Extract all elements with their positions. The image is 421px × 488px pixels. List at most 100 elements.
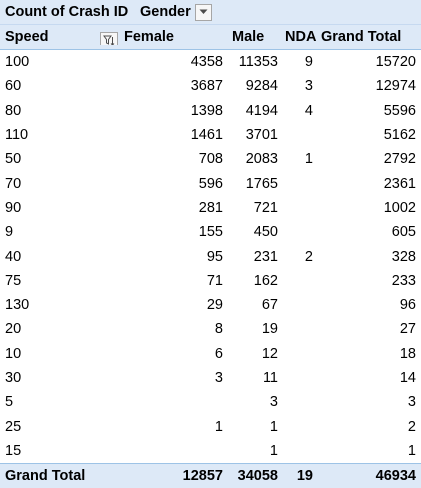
speed-cell[interactable]: 60 <box>5 78 22 95</box>
row-total-cell[interactable]: 12974 <box>375 78 416 95</box>
male-count-cell[interactable]: 3 <box>269 394 278 411</box>
row-filter-button[interactable] <box>100 32 118 45</box>
female-count-cell[interactable]: 3687 <box>190 78 223 95</box>
row-total-cell[interactable]: 3 <box>407 394 416 411</box>
speed-cell[interactable]: 50 <box>5 151 22 168</box>
male-count-cell[interactable]: 19 <box>261 321 278 338</box>
male-count-cell[interactable]: 1765 <box>245 175 278 192</box>
row-total-cell[interactable]: 96 <box>399 297 416 314</box>
pivot-header-row-1: Count of Crash ID Gender <box>0 0 421 25</box>
female-count-cell[interactable]: 596 <box>198 175 223 192</box>
female-count-cell[interactable]: 155 <box>198 224 223 241</box>
table-row: 40 95 231 2 328 <box>0 244 421 268</box>
table-row: 15 1 1 <box>0 439 421 463</box>
nda-count-cell[interactable]: 4 <box>304 102 313 119</box>
row-total-cell[interactable]: 15720 <box>375 54 416 71</box>
speed-cell[interactable]: 110 <box>5 127 29 144</box>
table-row: 20 8 19 27 <box>0 317 421 341</box>
row-field-header[interactable]: Speed <box>0 29 121 45</box>
speed-cell[interactable]: 70 <box>5 175 22 192</box>
table-row: 9 155 450 605 <box>0 220 421 244</box>
pivot-header-row-2: Speed Female Male NDA Grand Total <box>0 25 421 50</box>
speed-cell[interactable]: 20 <box>5 321 22 338</box>
speed-cell[interactable]: 130 <box>5 297 30 314</box>
female-count-cell[interactable]: 4358 <box>190 54 223 71</box>
male-count-cell[interactable]: 9284 <box>245 78 278 95</box>
grand-total-male-cell[interactable]: 34058 <box>237 468 278 485</box>
male-count-cell[interactable]: 2083 <box>245 151 278 168</box>
row-total-cell[interactable]: 27 <box>399 321 416 338</box>
male-count-cell[interactable]: 4194 <box>245 102 278 119</box>
female-count-cell[interactable]: 1461 <box>190 127 223 144</box>
row-total-cell[interactable]: 2 <box>407 418 416 435</box>
table-row: 30 3 11 14 <box>0 366 421 390</box>
female-count-cell[interactable]: 3 <box>214 370 223 386</box>
value-field-label[interactable]: Count of Crash ID <box>5 4 129 20</box>
row-total-cell[interactable]: 18 <box>399 345 416 362</box>
column-filter-dropdown-button[interactable] <box>194 3 212 21</box>
row-total-cell[interactable]: 5596 <box>383 102 416 119</box>
speed-cell[interactable]: 100 <box>5 54 30 71</box>
column-header-male[interactable]: Male <box>232 29 265 45</box>
female-count-cell[interactable]: 1 <box>214 418 223 435</box>
row-total-cell[interactable]: 1002 <box>383 199 416 216</box>
female-count-cell[interactable]: 708 <box>198 151 223 168</box>
column-header-nda[interactable]: NDA <box>285 29 317 45</box>
nda-count-cell[interactable]: 1 <box>304 151 313 168</box>
female-count-cell[interactable]: 95 <box>206 248 223 265</box>
table-row: 100 4358 11353 9 15720 <box>0 50 421 74</box>
table-row: 5 3 3 <box>0 390 421 414</box>
row-total-cell[interactable]: 2361 <box>383 175 416 192</box>
speed-cell[interactable]: 25 <box>5 418 22 435</box>
table-row: 130 29 67 96 <box>0 293 421 317</box>
male-count-cell[interactable]: 67 <box>261 297 278 314</box>
male-count-cell[interactable]: 450 <box>253 224 278 241</box>
nda-count-cell[interactable]: 2 <box>304 248 313 265</box>
female-count-cell[interactable]: 71 <box>206 272 223 289</box>
speed-cell[interactable]: 10 <box>5 345 22 362</box>
speed-cell[interactable]: 40 <box>5 248 22 265</box>
speed-cell[interactable]: 9 <box>5 224 14 241</box>
speed-cell[interactable]: 5 <box>5 394 14 411</box>
grand-total-row: Grand Total 12857 34058 19 46934 <box>0 463 421 488</box>
speed-cell[interactable]: 80 <box>5 102 22 119</box>
grand-total-nda-cell[interactable]: 19 <box>296 468 313 485</box>
row-total-cell[interactable]: 1 <box>407 442 416 459</box>
female-count-cell[interactable]: 281 <box>198 199 223 216</box>
female-count-cell[interactable]: 1398 <box>190 102 223 119</box>
row-total-cell[interactable]: 2792 <box>383 151 416 168</box>
male-count-cell[interactable]: 3701 <box>245 127 278 144</box>
speed-cell[interactable]: 15 <box>5 442 22 459</box>
nda-count-cell[interactable]: 9 <box>304 54 313 71</box>
male-count-cell[interactable]: 1 <box>269 442 278 459</box>
row-total-cell[interactable]: 328 <box>391 248 416 265</box>
grand-total-label[interactable]: Grand Total <box>5 468 86 485</box>
column-field-header[interactable]: Gender <box>140 3 212 21</box>
row-total-cell[interactable]: 14 <box>399 370 416 386</box>
table-row: 10 6 12 18 <box>0 342 421 366</box>
table-row: 90 281 721 1002 <box>0 196 421 220</box>
speed-cell[interactable]: 75 <box>5 272 22 289</box>
grand-total-female-cell[interactable]: 12857 <box>182 468 223 485</box>
grand-total-cell[interactable]: 46934 <box>375 468 416 485</box>
male-count-cell[interactable]: 11353 <box>238 54 278 71</box>
male-count-cell[interactable]: 162 <box>253 272 278 289</box>
female-count-cell[interactable]: 29 <box>206 297 223 314</box>
female-count-cell[interactable]: 8 <box>214 321 223 338</box>
row-total-cell[interactable]: 233 <box>391 272 416 289</box>
speed-cell[interactable]: 90 <box>5 199 22 216</box>
male-count-cell[interactable]: 1 <box>269 418 278 435</box>
male-count-cell[interactable]: 721 <box>253 199 278 216</box>
table-row: 80 1398 4194 4 5596 <box>0 99 421 123</box>
row-total-cell[interactable]: 5162 <box>383 127 416 144</box>
column-header-grand-total[interactable]: Grand Total <box>321 29 402 45</box>
table-row: 110 1461 3701 5162 <box>0 123 421 147</box>
male-count-cell[interactable]: 11 <box>262 370 278 386</box>
male-count-cell[interactable]: 231 <box>253 248 278 265</box>
nda-count-cell[interactable]: 3 <box>304 78 313 95</box>
male-count-cell[interactable]: 12 <box>261 345 278 362</box>
female-count-cell[interactable]: 6 <box>214 345 223 362</box>
row-total-cell[interactable]: 605 <box>391 224 416 241</box>
speed-cell[interactable]: 30 <box>5 370 22 386</box>
column-header-female[interactable]: Female <box>124 29 174 45</box>
